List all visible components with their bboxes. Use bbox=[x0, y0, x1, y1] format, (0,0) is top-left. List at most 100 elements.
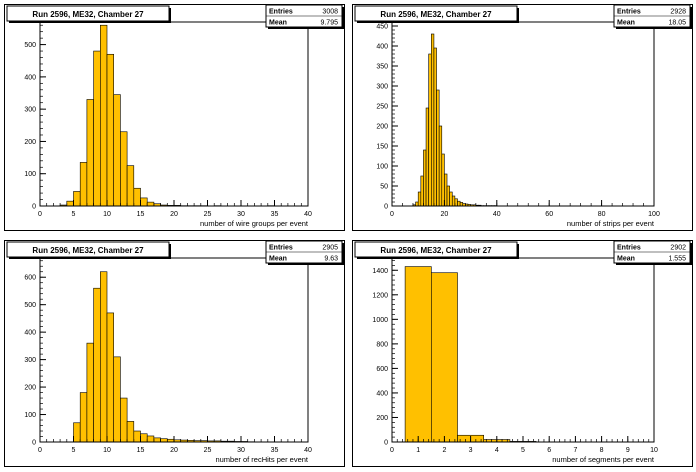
pad-frame bbox=[4, 4, 345, 231]
y-tick-label: 400 bbox=[376, 390, 388, 397]
y-tick-label: 600 bbox=[376, 366, 388, 373]
x-axis-label: number of wire groups per event bbox=[200, 219, 309, 228]
histogram-bar bbox=[93, 287, 101, 443]
x-tick-label: 9 bbox=[626, 447, 630, 454]
chart-title: Run 2596, ME32, Chamber 27 bbox=[380, 10, 492, 19]
x-tick-label: 1 bbox=[416, 447, 420, 454]
histogram-bar bbox=[454, 198, 458, 207]
stats-mean-value: 9.63 bbox=[324, 256, 338, 263]
y-tick-label: 250 bbox=[376, 104, 388, 111]
pad-frame bbox=[4, 240, 345, 467]
x-tick-label: 10 bbox=[650, 447, 658, 454]
histogram-bar bbox=[420, 175, 424, 207]
histogram-bar bbox=[415, 201, 419, 207]
x-tick-label: 30 bbox=[237, 211, 245, 218]
histogram-bar bbox=[113, 356, 121, 443]
x-tick-label: 4 bbox=[495, 447, 499, 454]
histogram-bar bbox=[120, 397, 128, 443]
stats-entries-label: Entries bbox=[617, 245, 641, 252]
y-tick-label: 0 bbox=[384, 204, 388, 211]
x-tick-label: 0 bbox=[38, 447, 42, 454]
x-tick-label: 40 bbox=[493, 211, 501, 218]
x-tick-label: 80 bbox=[598, 211, 606, 218]
histogram-bar bbox=[423, 149, 427, 207]
title-box bbox=[354, 241, 518, 258]
y-tick-label: 200 bbox=[376, 415, 388, 422]
histogram-bar bbox=[140, 433, 148, 443]
y-tick-label: 200 bbox=[376, 124, 388, 131]
histogram-bar bbox=[446, 185, 450, 207]
stats-mean-label: Mean bbox=[617, 20, 635, 27]
x-tick-label: 100 bbox=[648, 211, 660, 218]
y-tick-label: 200 bbox=[24, 385, 36, 392]
histogram-panel-4: 0 1 2 3 4 5 6 7 8 9 10 0 200 400 600 800 1000 1200 1400 num… bbox=[352, 240, 693, 467]
stats-entries-value: 2928 bbox=[670, 9, 686, 16]
x-tick-label: 20 bbox=[170, 447, 178, 454]
histogram-bar bbox=[153, 437, 161, 443]
histogram-bar bbox=[457, 200, 461, 207]
histogram-bar bbox=[133, 430, 141, 443]
y-tick-label: 100 bbox=[24, 412, 36, 419]
histogram-bar bbox=[430, 33, 435, 207]
histogram-bar bbox=[120, 131, 128, 207]
x-tick-label: 2 bbox=[442, 447, 446, 454]
histogram-bar bbox=[126, 421, 135, 443]
histogram-panel-2: 0 20 40 60 80 100 0 50 100 150 200 250 300 350 400 450 n… bbox=[352, 4, 693, 231]
y-tick-label: 200 bbox=[24, 139, 36, 146]
x-tick-label: 10 bbox=[103, 447, 111, 454]
histogram-bar bbox=[93, 50, 101, 207]
histogram-bar bbox=[140, 197, 148, 207]
pad-frame bbox=[352, 240, 693, 467]
y-tick-label: 300 bbox=[376, 84, 388, 91]
x-axis-label: number of strips per event bbox=[567, 219, 655, 228]
histogram-bar bbox=[133, 187, 141, 207]
stats-entries-value: 2902 bbox=[670, 245, 686, 252]
stats-mean-label: Mean bbox=[269, 20, 287, 27]
chart-title: Run 2596, ME32, Chamber 27 bbox=[32, 246, 144, 255]
x-tick-label: 0 bbox=[390, 447, 394, 454]
histogram-bar bbox=[66, 200, 74, 207]
histogram-bar bbox=[451, 195, 456, 207]
stats-entries-label: Entries bbox=[617, 9, 641, 16]
x-tick-label: 40 bbox=[304, 447, 312, 454]
chart-title: Run 2596, ME32, Chamber 27 bbox=[380, 246, 492, 255]
x-tick-label: 35 bbox=[271, 447, 279, 454]
histogram-bar bbox=[73, 422, 81, 443]
x-tick-label: 15 bbox=[137, 211, 145, 218]
x-tick-label: 25 bbox=[204, 447, 212, 454]
stats-mean-value: 9.795 bbox=[320, 20, 338, 27]
x-tick-label: 5 bbox=[521, 447, 525, 454]
y-tick-label: 0 bbox=[384, 440, 388, 447]
x-axis-label: number of segments per event bbox=[552, 455, 655, 464]
y-tick-label: 0 bbox=[32, 204, 36, 211]
x-axis-label: number of recHits per event bbox=[215, 455, 308, 464]
histogram-bar bbox=[86, 342, 94, 443]
y-tick-label: 50 bbox=[380, 184, 388, 191]
histogram-bar bbox=[425, 107, 429, 207]
stats-entries-label: Entries bbox=[269, 245, 293, 252]
histogram-bar bbox=[79, 162, 88, 207]
x-tick-label: 60 bbox=[545, 211, 553, 218]
histogram-bar bbox=[73, 191, 81, 207]
stats-entries-value: 2905 bbox=[322, 245, 338, 252]
y-tick-label: 500 bbox=[24, 302, 36, 309]
x-tick-label: 8 bbox=[600, 447, 604, 454]
histogram-bar bbox=[441, 153, 445, 207]
y-tick-label: 100 bbox=[376, 164, 388, 171]
x-tick-label: 3 bbox=[469, 447, 473, 454]
x-tick-label: 40 bbox=[304, 211, 312, 218]
x-tick-label: 15 bbox=[137, 447, 145, 454]
x-tick-label: 5 bbox=[72, 447, 76, 454]
x-tick-label: 10 bbox=[103, 211, 111, 218]
stats-mean-value: 18.05 bbox=[668, 20, 686, 27]
stats-mean-label: Mean bbox=[617, 256, 635, 263]
histogram-bar bbox=[459, 202, 464, 207]
stats-mean-label: Mean bbox=[269, 256, 287, 263]
x-tick-label: 25 bbox=[204, 211, 212, 218]
y-tick-label: 400 bbox=[24, 330, 36, 337]
histogram-bar bbox=[404, 266, 432, 443]
histogram-bar bbox=[428, 53, 432, 207]
y-tick-label: 500 bbox=[24, 42, 36, 49]
